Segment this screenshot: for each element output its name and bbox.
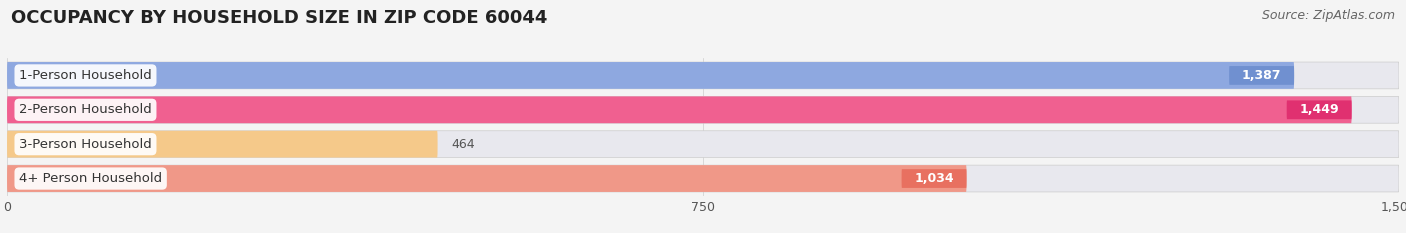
FancyBboxPatch shape (7, 96, 1351, 123)
Text: 464: 464 (451, 138, 475, 151)
FancyBboxPatch shape (901, 169, 966, 188)
Text: 1,034: 1,034 (914, 172, 953, 185)
FancyBboxPatch shape (7, 131, 1399, 158)
FancyBboxPatch shape (7, 165, 966, 192)
Text: 1-Person Household: 1-Person Household (20, 69, 152, 82)
Text: 4+ Person Household: 4+ Person Household (20, 172, 162, 185)
FancyBboxPatch shape (7, 165, 1399, 192)
Text: 3-Person Household: 3-Person Household (20, 138, 152, 151)
Text: 2-Person Household: 2-Person Household (20, 103, 152, 116)
FancyBboxPatch shape (7, 62, 1294, 89)
Text: OCCUPANCY BY HOUSEHOLD SIZE IN ZIP CODE 60044: OCCUPANCY BY HOUSEHOLD SIZE IN ZIP CODE … (11, 9, 547, 27)
Text: Source: ZipAtlas.com: Source: ZipAtlas.com (1261, 9, 1395, 22)
FancyBboxPatch shape (7, 62, 1399, 89)
Text: 1,449: 1,449 (1299, 103, 1339, 116)
FancyBboxPatch shape (7, 96, 1399, 123)
FancyBboxPatch shape (7, 131, 437, 158)
Text: 1,387: 1,387 (1241, 69, 1281, 82)
FancyBboxPatch shape (1229, 66, 1294, 85)
FancyBboxPatch shape (1286, 100, 1351, 119)
